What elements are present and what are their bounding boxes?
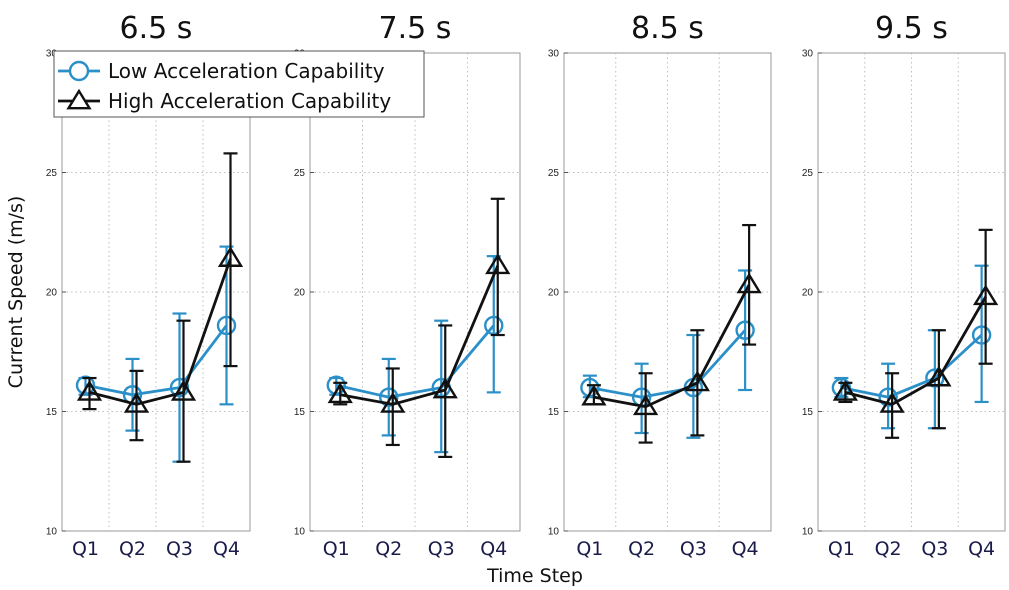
y-tick-label: 15 — [802, 407, 814, 418]
series-line — [89, 258, 232, 406]
data-point — [878, 387, 898, 407]
x-tick-label: Q1 — [72, 538, 99, 560]
data-point — [217, 246, 244, 267]
x-tick-label: Q1 — [576, 538, 603, 560]
panel-title: 8.5 s — [631, 11, 704, 46]
legend-entry-1: Low Acceleration Capability — [58, 59, 385, 83]
x-tick-label: Q4 — [213, 538, 240, 560]
panel-4: 10 15 20 25 30 Q1 Q2 Q3 Q4 9.5 s — [802, 11, 1006, 560]
x-tick-label: Q3 — [921, 538, 948, 560]
series-line — [335, 324, 495, 399]
y-tick-label: 10 — [548, 527, 560, 538]
x-tick-label: Q2 — [628, 538, 655, 560]
y-tick-label: 15 — [548, 407, 560, 418]
x-axis-title: Time Step — [486, 565, 583, 587]
data-point — [879, 392, 905, 413]
y-axis-title: Current Speed (m/s) — [5, 196, 27, 389]
legend-marker — [66, 88, 92, 110]
series-line — [339, 265, 500, 406]
data-point — [326, 375, 346, 395]
y-tick-label: 10 — [802, 527, 814, 538]
data-point — [735, 320, 755, 340]
legend-entry-2: High Acceleration Capability — [58, 88, 391, 113]
x-tick-label: Q4 — [968, 538, 995, 560]
panel-2: 1015202530Q1Q2Q3Q47.5 s — [294, 11, 521, 560]
series-high — [327, 197, 511, 459]
y-tick-label: 25 — [294, 168, 306, 179]
data-point — [380, 392, 406, 413]
data-point — [581, 384, 607, 406]
data-point — [684, 370, 711, 392]
x-tick-label: Q3 — [680, 538, 707, 560]
panel-title: 7.5 s — [379, 11, 452, 46]
y-tick-label: 30 — [548, 49, 560, 60]
panel-title: 9.5 s — [875, 11, 948, 46]
series-high — [76, 152, 244, 463]
data-point — [926, 365, 952, 387]
y-tick-label: 10 — [294, 527, 306, 538]
series-line — [845, 296, 987, 406]
y-tick-label: 25 — [548, 168, 560, 179]
series-high — [581, 223, 762, 444]
data-point — [971, 325, 992, 345]
data-point — [432, 377, 458, 399]
data-point — [485, 253, 511, 275]
x-tick-label: Q2 — [875, 538, 902, 560]
panel-title: 6.5 s — [120, 11, 193, 46]
y-tick-label: 15 — [46, 407, 58, 418]
series-line — [85, 324, 228, 397]
panel-1: 10 15 20 25 30 Q1 Q2 Q3 Q4 6.5 s — [46, 11, 251, 560]
data-point — [379, 387, 399, 407]
data-point — [972, 284, 999, 306]
data-point — [170, 380, 197, 401]
x-tick-label: Q1 — [828, 538, 855, 560]
series-high — [832, 228, 999, 439]
data-point — [832, 380, 859, 401]
x-tick-label: Q1 — [323, 538, 350, 560]
x-tick-label: Q4 — [732, 538, 759, 560]
legend: Low Acceleration Capability High Accelera… — [53, 50, 425, 118]
x-tick-label: Q4 — [480, 538, 507, 560]
data-point — [123, 392, 150, 413]
y-tick-label: 20 — [294, 288, 306, 299]
legend-label: High Acceleration Capability — [108, 89, 391, 113]
y-tick-label: 20 — [46, 288, 58, 299]
data-point — [925, 368, 945, 388]
panels: 10 15 20 25 30 Q1 Q2 Q3 Q4 6.5 s 10 15 20 25 30 Q1 Q2 Q3 Q… — [46, 11, 1006, 560]
data-point — [327, 382, 353, 404]
legend-label: Low Acceleration Capability — [108, 59, 385, 83]
y-tick-label: 30 — [46, 49, 58, 60]
x-tick-label: Q2 — [375, 538, 402, 560]
x-tick-label: Q3 — [166, 538, 193, 560]
legend-box — [53, 50, 425, 118]
y-tick-label: 15 — [294, 407, 306, 418]
data-point — [632, 394, 659, 416]
y-tick-label: 25 — [802, 168, 814, 179]
y-tick-label: 25 — [46, 168, 58, 179]
series-line — [593, 284, 751, 409]
data-point — [216, 315, 237, 336]
series-line — [841, 333, 983, 399]
panel-3: 10 15 20 25 30 Q1 Q2 Q3 Q4 8.5 s — [548, 11, 772, 560]
series-line — [589, 329, 747, 399]
y-tick-label: 20 — [802, 288, 814, 299]
y-tick-label: 20 — [548, 288, 560, 299]
y-tick-label: 30 — [802, 49, 814, 60]
data-point — [736, 272, 762, 294]
legend-marker — [68, 60, 90, 82]
data-point — [580, 377, 600, 398]
y-tick-label: 10 — [46, 527, 58, 538]
data-point — [75, 375, 96, 395]
x-tick-label: Q3 — [428, 538, 455, 560]
data-point — [76, 380, 103, 401]
x-tick-label: Q2 — [119, 538, 146, 560]
